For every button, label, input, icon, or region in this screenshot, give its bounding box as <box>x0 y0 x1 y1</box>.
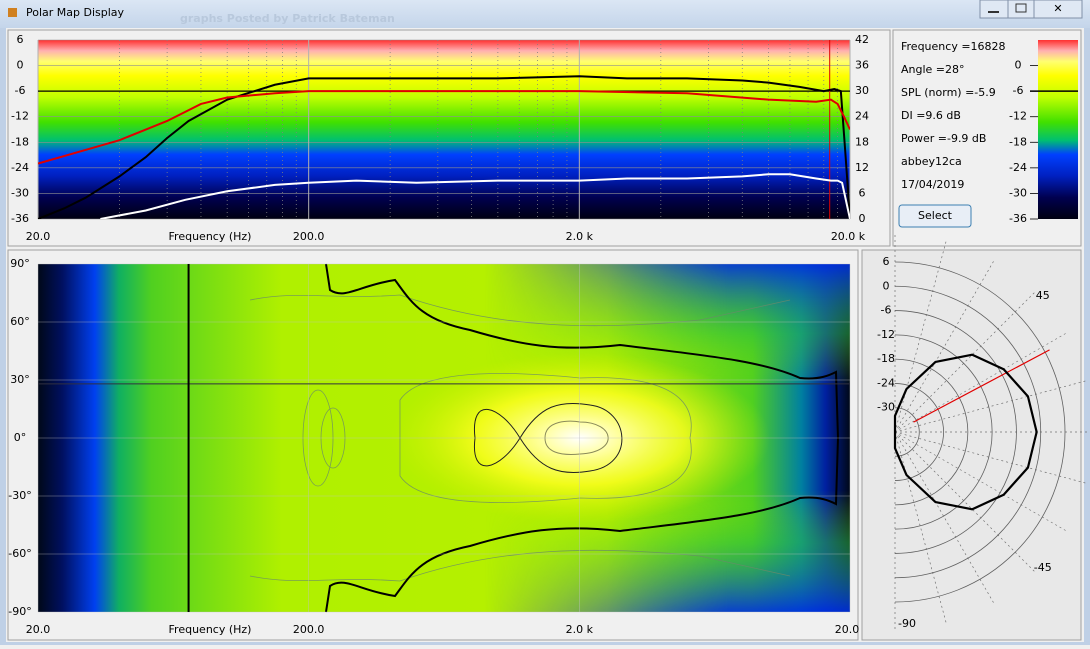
scale-label: 0 <box>1015 59 1022 72</box>
select-button[interactable] <box>898 204 972 228</box>
map-level-contours <box>325 263 839 613</box>
response-curve <box>38 90 850 165</box>
r-tick-label: -24 <box>877 376 895 389</box>
map-inner-contours <box>473 402 623 474</box>
polar-spoke <box>894 431 1037 574</box>
y-tick-label: -6 <box>15 84 26 97</box>
y2-tick-label: 12 <box>855 161 869 174</box>
info-frequency: Frequency =16828 <box>901 40 1006 53</box>
polar-spoke <box>894 379 1089 433</box>
minimize-button[interactable] <box>979 0 1009 19</box>
x-tick-label: 20.0 <box>26 230 51 243</box>
scale-label: -18 <box>1009 135 1027 148</box>
ghost-text: graphs Posted by Patrick Bateman <box>180 12 395 25</box>
y-tick-label: 90° <box>10 257 30 270</box>
close-icon: ✕ <box>1053 2 1062 15</box>
r-tick-label: -18 <box>877 352 895 365</box>
r-tick-label: -12 <box>877 328 895 341</box>
scale-label: -30 <box>1009 186 1027 199</box>
y2-tick-label: 6 <box>859 186 866 199</box>
y-tick-label: -18 <box>11 135 29 148</box>
r-tick-label: -30 <box>877 401 895 414</box>
r-tick-label: 0 <box>883 279 890 292</box>
response-curve <box>38 75 850 219</box>
y2-tick-label: 18 <box>855 135 869 148</box>
y-tick-label: 6 <box>17 33 24 46</box>
y-tick-label: -30° <box>8 489 31 502</box>
x-tick-label: 20.0 <box>26 623 51 636</box>
info-angle: Angle =28° <box>901 63 965 76</box>
info-power: Power =-9.9 dB <box>901 132 986 145</box>
x-tick-label: 2.0 k <box>566 623 594 636</box>
info-name: abbey12ca <box>901 155 962 168</box>
select-button-label: Select <box>918 209 953 222</box>
y2-tick-label: 30 <box>855 84 869 97</box>
polar-ring <box>894 285 1042 579</box>
scale-label: -36 <box>1009 212 1027 225</box>
angle-label: -45 <box>1034 561 1052 574</box>
y-tick-label: 30° <box>10 373 30 386</box>
y-tick-label: -24 <box>11 161 29 174</box>
polar-spoke <box>894 331 1069 433</box>
window-title: Polar Map Display <box>26 6 125 19</box>
response-curve <box>100 173 850 219</box>
polar-ring <box>894 261 1066 603</box>
angle-label: -90 <box>898 617 916 630</box>
angle-label: 45 <box>1036 289 1050 302</box>
y-tick-label: -36 <box>11 212 29 225</box>
maximize-icon <box>1015 3 1027 13</box>
polar-spoke <box>894 290 1037 433</box>
polar-spoke <box>894 431 948 626</box>
x-tick-label: 2.0 k <box>566 230 594 243</box>
info-spl: SPL (norm) =-5.9 <box>901 86 996 99</box>
y2-tick-label: 36 <box>855 59 869 72</box>
polar-ring <box>894 310 1017 554</box>
scale-label: -6 <box>1013 84 1024 97</box>
x-tick-label: 20.0 <box>835 623 860 636</box>
title-bar <box>0 0 1090 28</box>
scale-label: -12 <box>1009 110 1027 123</box>
y-tick-label: 0 <box>17 59 24 72</box>
response-background <box>38 40 850 219</box>
polar-spoke <box>894 238 948 433</box>
y2-tick-label: 0 <box>859 212 866 225</box>
polar-ring <box>894 407 920 457</box>
y-tick-label: 60° <box>10 315 30 328</box>
y-tick-label: 0° <box>14 431 27 444</box>
close-button[interactable] <box>1033 0 1083 19</box>
x-tick-label: 20.0 k <box>831 230 866 243</box>
color-scale <box>1038 40 1078 219</box>
polar-curve <box>893 353 1038 511</box>
x-axis-label: Frequency (Hz) <box>169 230 252 243</box>
polar-ring <box>894 334 993 530</box>
app-icon <box>8 8 17 17</box>
y-tick-label: -30 <box>11 186 29 199</box>
scale-label: -24 <box>1009 161 1027 174</box>
polar-ring <box>894 383 944 481</box>
polar-panel <box>861 249 1082 641</box>
x-axis-label: Frequency (Hz) <box>169 623 252 636</box>
r-tick-label: -6 <box>881 304 892 317</box>
x-tick-label: 200.0 <box>293 623 325 636</box>
polar-spoke <box>894 431 1069 533</box>
y2-tick-label: 24 <box>855 110 869 123</box>
polar-spoke <box>894 258 996 433</box>
y2-tick-label: 42 <box>855 33 869 46</box>
polar-spoke <box>894 431 996 606</box>
x-tick-label: 200.0 <box>293 230 325 243</box>
y-tick-label: -12 <box>11 110 29 123</box>
y-tick-label: -90° <box>8 605 31 618</box>
maximize-button[interactable] <box>1007 0 1035 19</box>
angle-cursor <box>913 349 1050 423</box>
info-date: 17/04/2019 <box>901 178 964 191</box>
y-tick-label: -60° <box>8 547 31 560</box>
info-di: DI =9.6 dB <box>901 109 961 122</box>
r-tick-label: 6 <box>883 255 890 268</box>
polar-ring <box>894 358 969 506</box>
polar-spoke <box>894 431 1089 485</box>
